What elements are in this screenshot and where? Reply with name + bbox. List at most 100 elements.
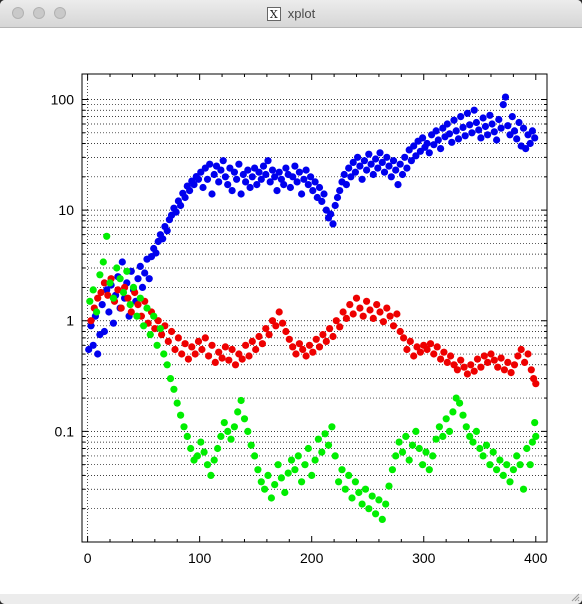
data-point-series-0: [253, 181, 261, 189]
data-point-series-0: [437, 145, 445, 153]
data-point-series-0: [349, 158, 357, 166]
data-point-series-1: [299, 345, 307, 354]
data-point-series-2: [227, 435, 235, 443]
data-point-series-1: [221, 343, 229, 351]
data-point-series-2: [103, 232, 111, 240]
data-point-series-2: [338, 466, 346, 474]
zoom-window-button[interactable]: [54, 7, 66, 19]
data-point-series-1: [400, 334, 408, 342]
resize-grip-icon[interactable]: [570, 592, 580, 602]
data-point-series-0: [286, 183, 294, 192]
data-point-series-1: [302, 352, 310, 360]
data-point-series-1: [258, 340, 266, 348]
data-point-series-0: [268, 166, 277, 174]
data-point-series-1: [437, 355, 445, 363]
data-point-series-0: [206, 160, 214, 168]
data-point-series-2: [466, 432, 474, 440]
data-point-series-1: [248, 337, 256, 345]
data-point-series-1: [285, 335, 293, 343]
data-point-series-1: [352, 294, 361, 302]
data-point-series-2: [271, 481, 279, 489]
data-point-series-0: [248, 173, 256, 181]
data-point-series-0: [291, 162, 299, 170]
data-point-series-2: [240, 415, 249, 423]
data-point-series-0: [136, 262, 144, 270]
data-point-series-0: [98, 301, 106, 309]
data-point-series-1: [292, 350, 300, 358]
data-point-series-1: [363, 297, 371, 305]
data-point-series-1: [460, 363, 468, 371]
title-bar[interactable]: X xplot: [0, 0, 582, 28]
data-point-series-1: [447, 352, 455, 360]
data-point-series-0: [430, 141, 438, 149]
data-point-series-2: [93, 308, 101, 316]
data-point-series-2: [170, 385, 178, 393]
data-point-series-1: [524, 350, 532, 358]
plot-canvas[interactable]: 0 100 200 300 400 100 10 1 0.1: [0, 28, 582, 594]
data-point-series-0: [318, 197, 326, 205]
data-point-series-0: [372, 155, 380, 163]
data-point-series-1: [389, 322, 398, 330]
data-point-series-0: [367, 160, 375, 168]
data-point-series-1: [158, 331, 166, 339]
data-point-series-2: [123, 267, 131, 275]
data-point-series-1: [315, 343, 324, 351]
data-point-series-2: [99, 258, 107, 266]
data-point-series-1: [514, 352, 522, 360]
data-point-series-0: [295, 168, 303, 176]
data-point-series-2: [429, 452, 437, 460]
data-point-series-0: [358, 175, 366, 183]
data-point-series-0: [383, 153, 391, 161]
data-point-series-0: [224, 181, 232, 189]
data-point-series-0: [445, 130, 454, 138]
data-point-series-0: [210, 170, 218, 179]
data-point-series-2: [532, 432, 540, 440]
data-point-series-1: [305, 341, 314, 349]
data-point-series-1: [490, 356, 498, 364]
close-window-button[interactable]: [12, 7, 24, 19]
data-point-series-1: [494, 363, 502, 371]
data-point-series-2: [528, 438, 537, 446]
data-point-series-0: [466, 121, 474, 129]
data-point-series-1: [443, 358, 451, 366]
data-point-series-2: [193, 452, 201, 460]
data-point-series-2: [244, 427, 252, 435]
data-point-series-2: [324, 441, 333, 449]
data-point-series-0: [450, 116, 458, 124]
data-point-series-0: [468, 129, 476, 137]
data-point-series-1: [346, 301, 354, 309]
data-point-series-2: [513, 452, 521, 460]
data-point-series-0: [472, 118, 480, 127]
data-point-series-1: [309, 348, 317, 356]
data-point-series-1: [463, 370, 471, 378]
data-point-series-0: [307, 173, 315, 181]
data-point-series-1: [356, 304, 364, 312]
data-point-series-0: [259, 162, 268, 170]
data-point-series-2: [509, 466, 517, 474]
data-point-series-0: [470, 106, 478, 114]
data-point-series-2: [358, 500, 366, 508]
data-point-series-0: [208, 190, 216, 198]
data-point-series-2: [368, 492, 376, 500]
data-point-series-0: [233, 175, 241, 183]
y-tick-label: 100: [51, 91, 75, 107]
data-point-series-1: [87, 317, 95, 325]
data-point-series-0: [360, 157, 368, 165]
data-point-series-1: [265, 331, 273, 339]
minimize-window-button[interactable]: [33, 7, 45, 19]
data-point-series-1: [215, 348, 223, 356]
data-point-series-2: [163, 361, 171, 369]
data-point-series-0: [457, 113, 465, 121]
data-point-series-0: [356, 162, 364, 170]
data-point-series-0: [376, 149, 384, 157]
data-point-series-2: [180, 423, 188, 431]
data-point-series-0: [479, 114, 487, 122]
data-point-series-2: [153, 341, 161, 349]
data-point-series-2: [345, 471, 353, 479]
data-point-series-0: [280, 181, 288, 189]
data-point-series-2: [449, 408, 457, 416]
data-point-series-0: [177, 201, 185, 210]
data-point-series-1: [396, 327, 404, 336]
data-point-series-0: [501, 93, 510, 101]
data-point-series-1: [295, 340, 303, 348]
